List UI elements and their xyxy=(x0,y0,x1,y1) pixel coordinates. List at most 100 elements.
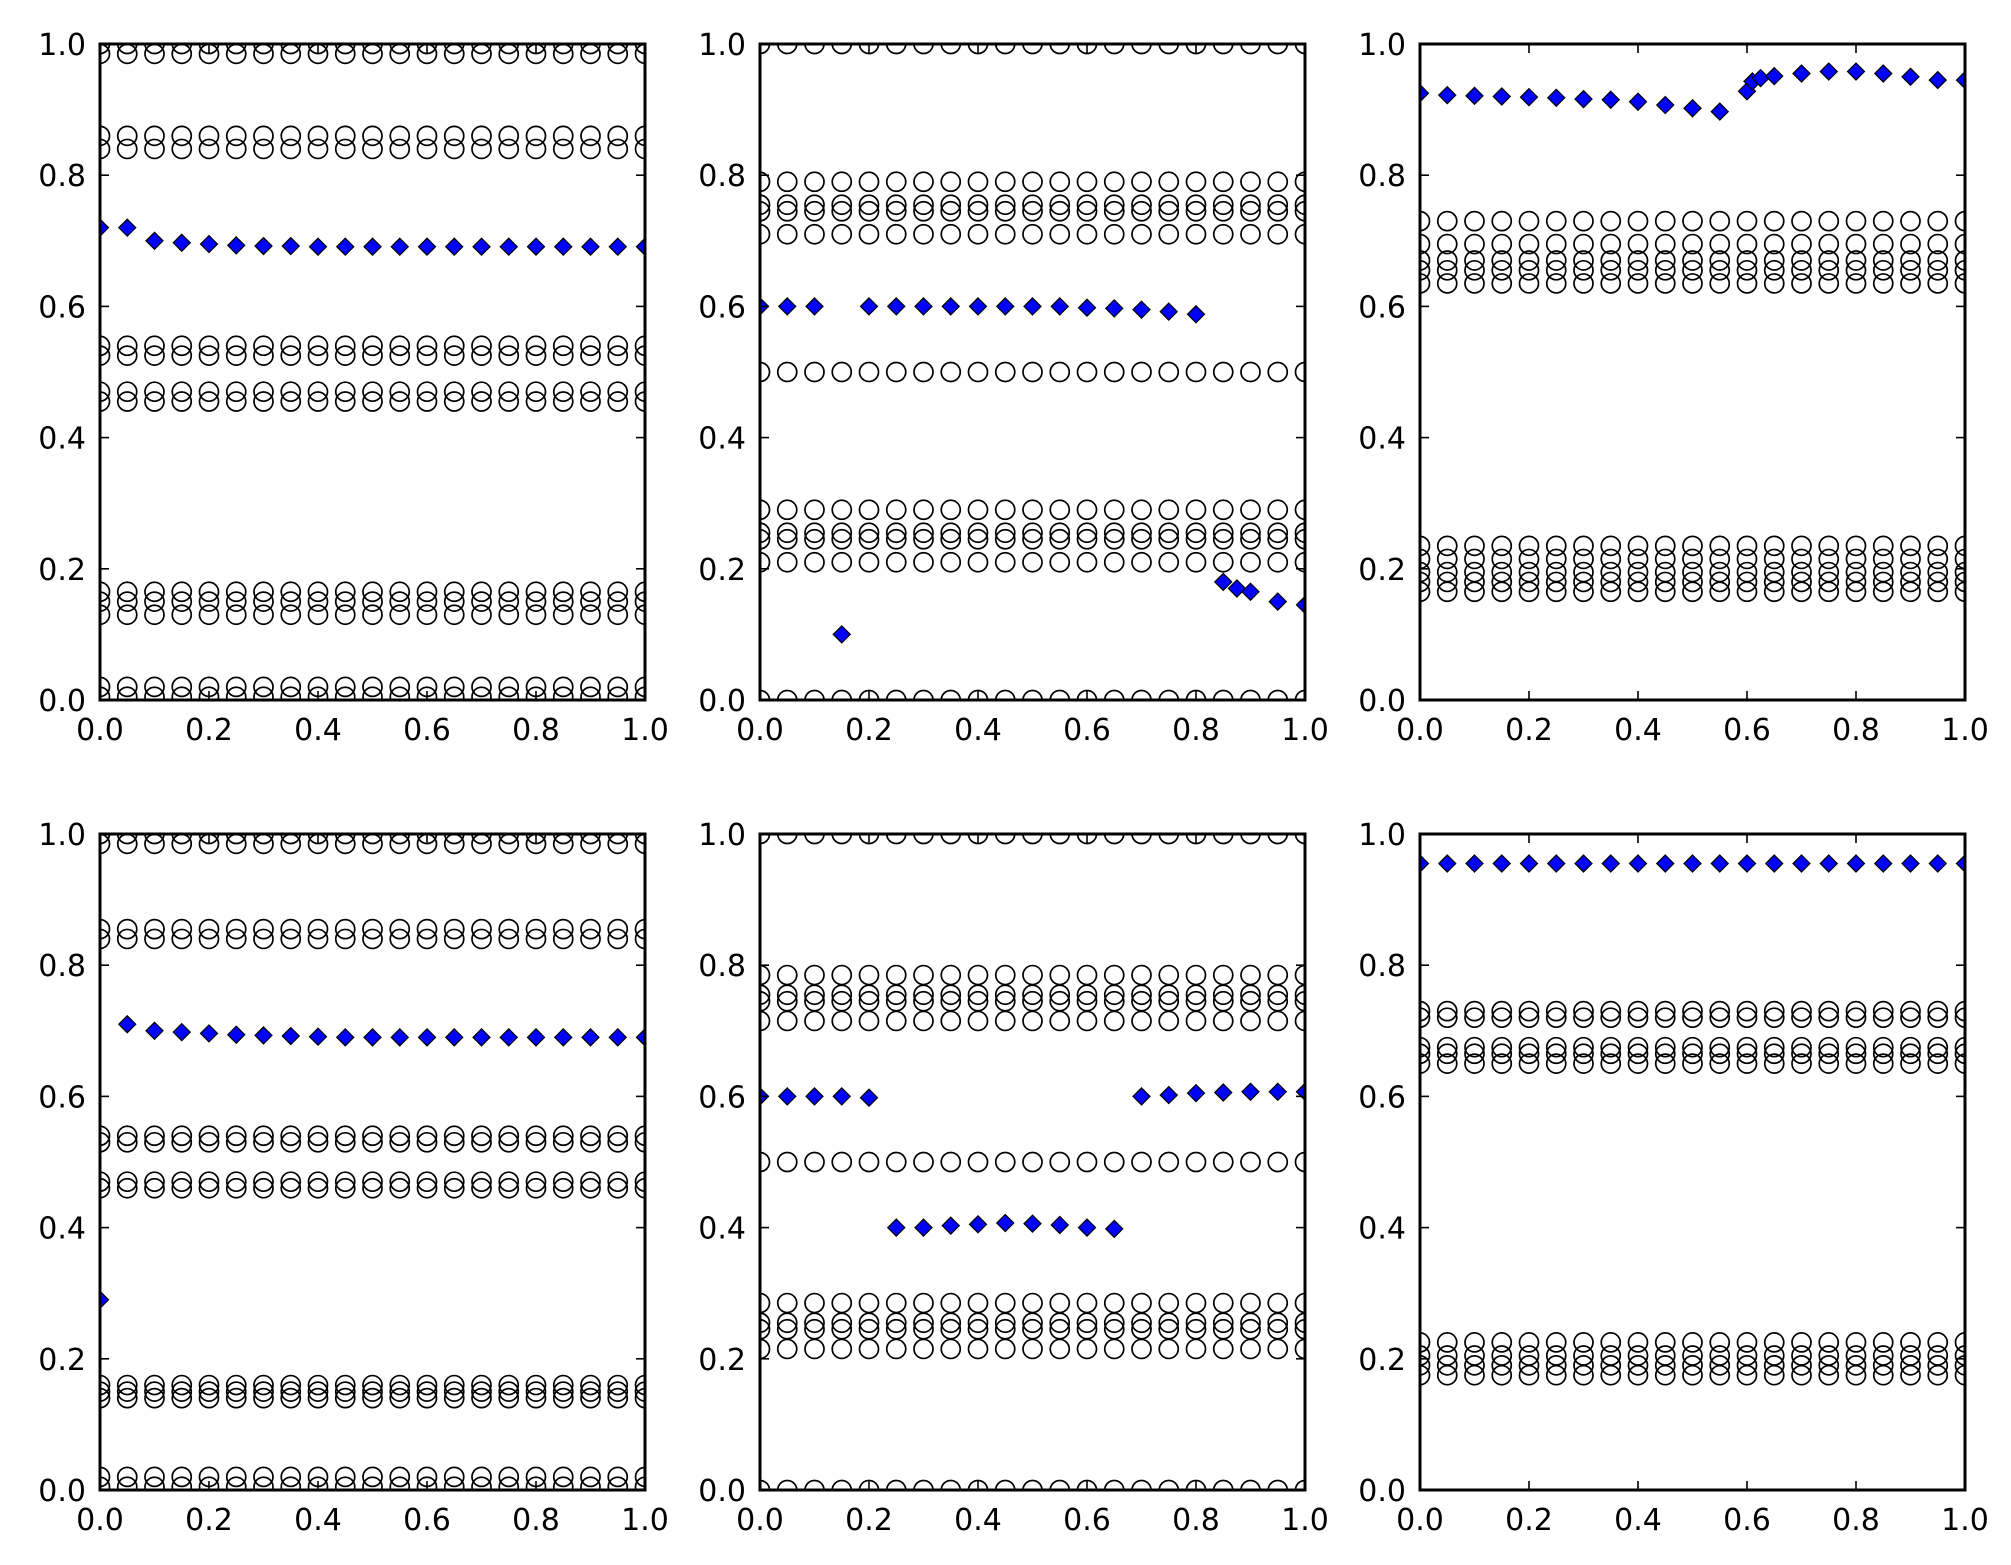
circle-marker xyxy=(1185,1479,1207,1490)
x-tick-label: 0.4 xyxy=(294,713,342,748)
circle-marker xyxy=(804,551,825,573)
circle-marker xyxy=(280,686,302,700)
circle-marker xyxy=(1791,1332,1812,1353)
circle-marker xyxy=(1022,194,1043,216)
circle-marker xyxy=(1763,1332,1785,1353)
circle-marker xyxy=(1267,834,1289,845)
circle-marker xyxy=(144,1466,165,1488)
circle-marker xyxy=(1872,1332,1894,1353)
circle-marker xyxy=(1709,1036,1731,1058)
circle-marker xyxy=(994,1292,1016,1314)
circle-marker xyxy=(580,1131,601,1153)
diamond-marker xyxy=(100,218,110,238)
circle-marker xyxy=(607,834,629,845)
circle-marker xyxy=(1294,361,1305,383)
circle-marker xyxy=(1545,273,1567,294)
circle-marker xyxy=(913,1479,934,1490)
diamond-marker xyxy=(1186,1083,1206,1103)
circle-marker xyxy=(940,522,962,544)
circle-marker xyxy=(1240,361,1261,383)
circle-marker xyxy=(498,1374,520,1396)
circle-marker xyxy=(443,1131,465,1153)
y-tick-label: 0.4 xyxy=(698,1212,746,1247)
diamond-marker xyxy=(226,1025,246,1045)
circle-marker xyxy=(1818,1000,1840,1022)
diamond-marker xyxy=(1492,854,1512,873)
y-tick-label: 0.8 xyxy=(38,159,86,194)
circle-marker xyxy=(1627,273,1649,294)
circle-marker xyxy=(1600,1053,1622,1074)
circle-marker xyxy=(940,1338,962,1360)
circle-marker xyxy=(634,1125,645,1147)
diamond-marker xyxy=(995,1213,1015,1233)
circle-marker xyxy=(804,528,825,550)
circle-marker xyxy=(1654,273,1676,294)
circle-marker xyxy=(1573,1007,1594,1029)
circle-marker xyxy=(525,1125,547,1147)
x-tick-label: 1.0 xyxy=(1941,1503,1989,1538)
circle-marker xyxy=(1212,1151,1234,1173)
circle-marker xyxy=(498,138,520,160)
x-tick-label: 0.2 xyxy=(185,713,233,748)
circle-marker xyxy=(1240,1010,1261,1032)
circle-marker xyxy=(580,591,601,612)
circle-marker xyxy=(307,1171,329,1193)
circle-marker xyxy=(443,928,465,950)
diamond-marker xyxy=(886,1218,906,1237)
circle-marker xyxy=(804,1010,825,1032)
circle-marker xyxy=(831,1318,853,1340)
circle-marker xyxy=(116,1171,138,1193)
circle-marker xyxy=(1682,571,1703,593)
circle-marker xyxy=(1573,1036,1594,1058)
circle-marker xyxy=(885,522,907,544)
circle-marker xyxy=(967,1479,989,1490)
circle-marker xyxy=(1872,548,1894,570)
circle-marker xyxy=(307,391,329,412)
circle-marker xyxy=(1420,1043,1431,1065)
circle-marker xyxy=(171,125,193,147)
circle-marker xyxy=(760,1151,771,1173)
circle-marker xyxy=(498,1131,520,1153)
circle-marker xyxy=(362,928,383,950)
circle-marker xyxy=(416,604,438,626)
diamond-marker xyxy=(1655,95,1675,115)
circle-marker xyxy=(607,125,629,147)
circle-marker xyxy=(634,918,645,940)
circle-marker xyxy=(552,345,574,366)
circle-marker xyxy=(1294,1151,1305,1173)
circle-marker xyxy=(552,928,574,950)
circle-marker xyxy=(1682,259,1703,281)
diamond-marker xyxy=(117,1014,137,1034)
circle-marker xyxy=(334,604,356,626)
circle-marker xyxy=(225,591,247,612)
circle-marker xyxy=(1076,223,1098,245)
circle-marker xyxy=(1267,1479,1289,1490)
circle-marker xyxy=(471,676,492,698)
circle-marker xyxy=(1518,548,1540,570)
circle-marker xyxy=(389,918,411,940)
circle-marker xyxy=(225,1476,247,1490)
circle-marker xyxy=(100,381,111,403)
diamond-marker xyxy=(805,1087,824,1106)
circle-marker xyxy=(804,1479,825,1490)
circle-marker xyxy=(334,345,356,366)
circle-marker xyxy=(1103,1292,1125,1314)
circle-marker xyxy=(1709,1053,1731,1074)
circle-marker xyxy=(389,1125,411,1147)
circle-marker xyxy=(1954,1000,1965,1022)
circle-marker xyxy=(1682,548,1703,570)
circle-marker xyxy=(940,689,962,700)
circle-marker xyxy=(1927,561,1949,583)
circle-marker xyxy=(1131,990,1152,1012)
circle-marker xyxy=(1709,1043,1731,1065)
circle-marker xyxy=(1927,535,1949,557)
y-tick-label: 0.0 xyxy=(1358,1474,1406,1509)
circle-marker xyxy=(498,1466,520,1488)
circle-marker xyxy=(198,44,220,55)
circle-marker xyxy=(1845,571,1867,593)
circle-marker xyxy=(1545,250,1567,271)
circle-marker xyxy=(1267,194,1289,216)
circle-marker xyxy=(1654,535,1676,557)
circle-marker xyxy=(580,345,601,366)
circle-marker xyxy=(1076,528,1098,550)
